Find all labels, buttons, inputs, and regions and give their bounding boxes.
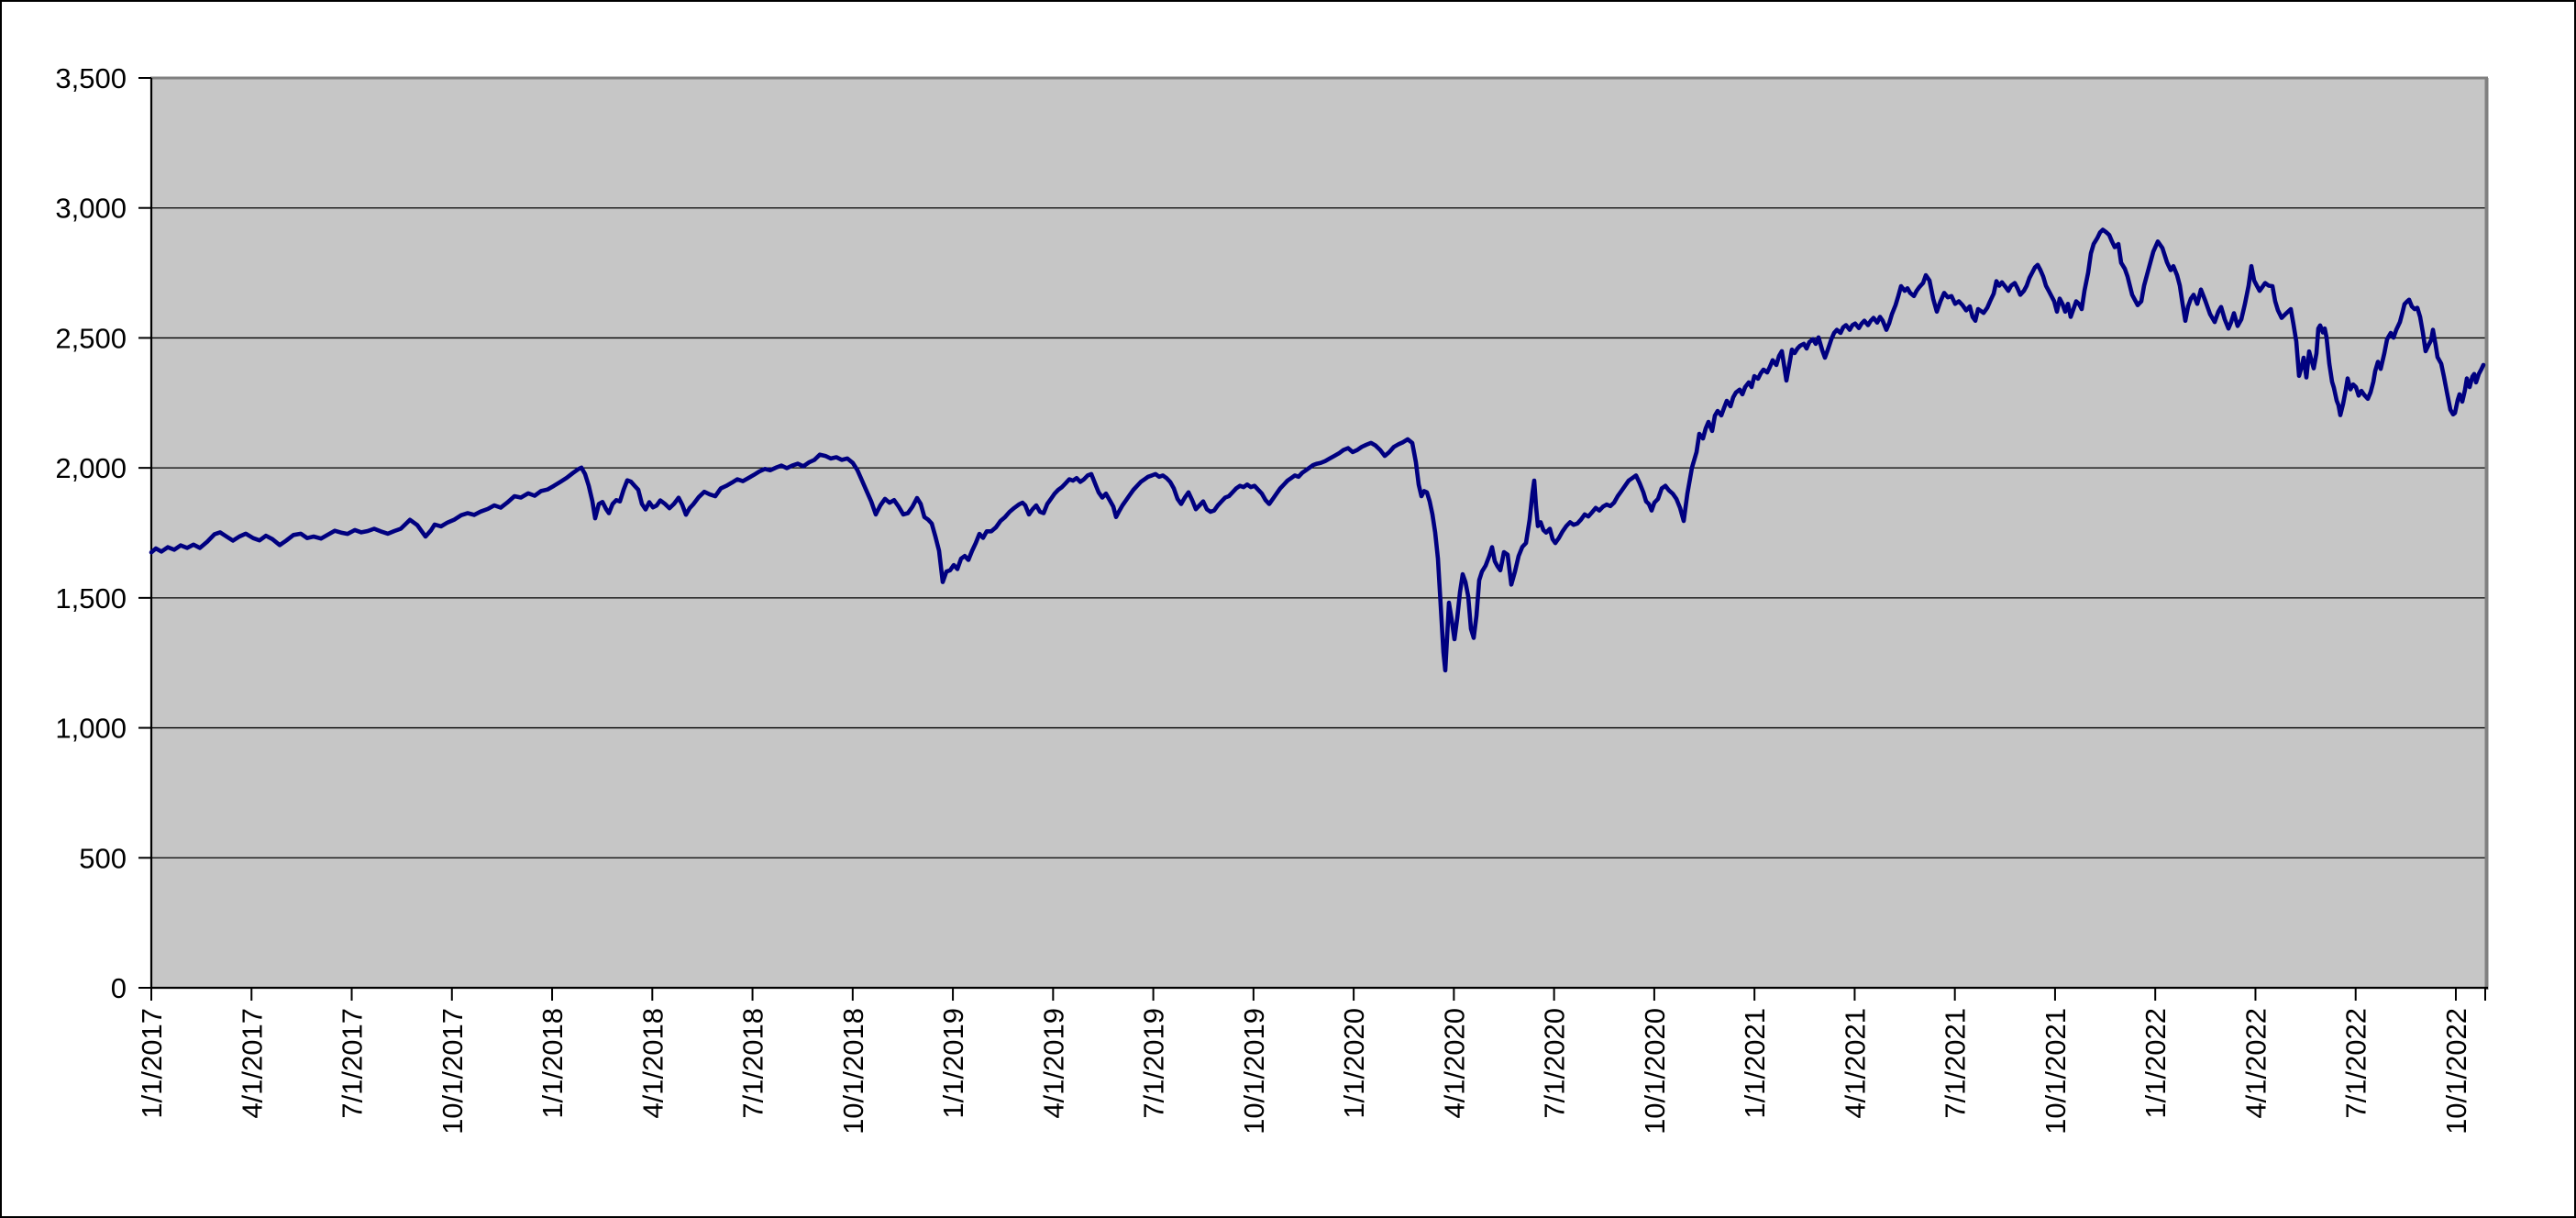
x-axis-label: 1/1/2022	[2139, 1008, 2172, 1119]
x-axis-label: 7/1/2020	[1539, 1008, 1571, 1119]
y-axis-label: 3,500	[55, 62, 127, 94]
x-axis-label: 4/1/2021	[1839, 1008, 1871, 1119]
x-axis-label: 4/1/2020	[1438, 1008, 1470, 1119]
x-axis-label: 4/1/2017	[236, 1008, 268, 1119]
x-axis-label: 10/1/2018	[837, 1008, 869, 1135]
x-axis-label: 4/1/2018	[636, 1008, 669, 1119]
y-axis-label: 3,000	[55, 193, 127, 225]
y-axis-label: 500	[79, 842, 127, 874]
x-axis-label: 7/1/2019	[1138, 1008, 1170, 1119]
y-axis-label: 1,500	[55, 582, 127, 615]
x-axis-label: 10/1/2017	[437, 1008, 469, 1135]
axis-ticks	[138, 77, 2486, 1001]
y-axis-labels: 0 500 1,000 1,500 2,000 2,500 3,000 3,500	[55, 62, 127, 1004]
plot-borders	[149, 76, 2489, 990]
gridlines	[151, 207, 2485, 858]
x-axis-label: 4/1/2019	[1037, 1008, 1069, 1119]
x-axis-label: 7/1/2022	[2340, 1008, 2372, 1119]
x-axis-label: 7/1/2018	[737, 1008, 769, 1119]
x-axis-label: 1/1/2018	[536, 1008, 569, 1119]
x-axis-label: 10/1/2022	[2440, 1008, 2472, 1135]
x-axis-label: 1/1/2017	[136, 1008, 168, 1119]
y-axis-label: 2,000	[55, 452, 127, 484]
x-axis-label: 10/1/2019	[1238, 1008, 1270, 1135]
plot-area	[151, 78, 2485, 988]
x-axis-label: 10/1/2021	[2040, 1008, 2072, 1135]
series-line-index-value	[149, 227, 2486, 673]
x-axis-label: 7/1/2017	[337, 1008, 369, 1119]
x-axis-labels: 1/1/2017 4/1/2017 7/1/2017 10/1/2017 1/1/201…	[136, 1008, 2472, 1135]
x-axis-label: 1/1/2019	[937, 1008, 969, 1119]
y-axis-label: 0	[111, 972, 127, 1004]
y-axis-label: 1,000	[55, 713, 127, 745]
data-series	[149, 227, 2486, 673]
y-axis-label: 2,500	[55, 322, 127, 354]
x-axis-label: 1/1/2020	[1338, 1008, 1370, 1119]
x-axis-label: 4/1/2022	[2239, 1008, 2272, 1119]
x-axis-label: 10/1/2020	[1639, 1008, 1671, 1135]
x-axis-label: 7/1/2021	[1940, 1008, 1972, 1119]
x-axis-label: 1/1/2021	[1739, 1008, 1771, 1119]
